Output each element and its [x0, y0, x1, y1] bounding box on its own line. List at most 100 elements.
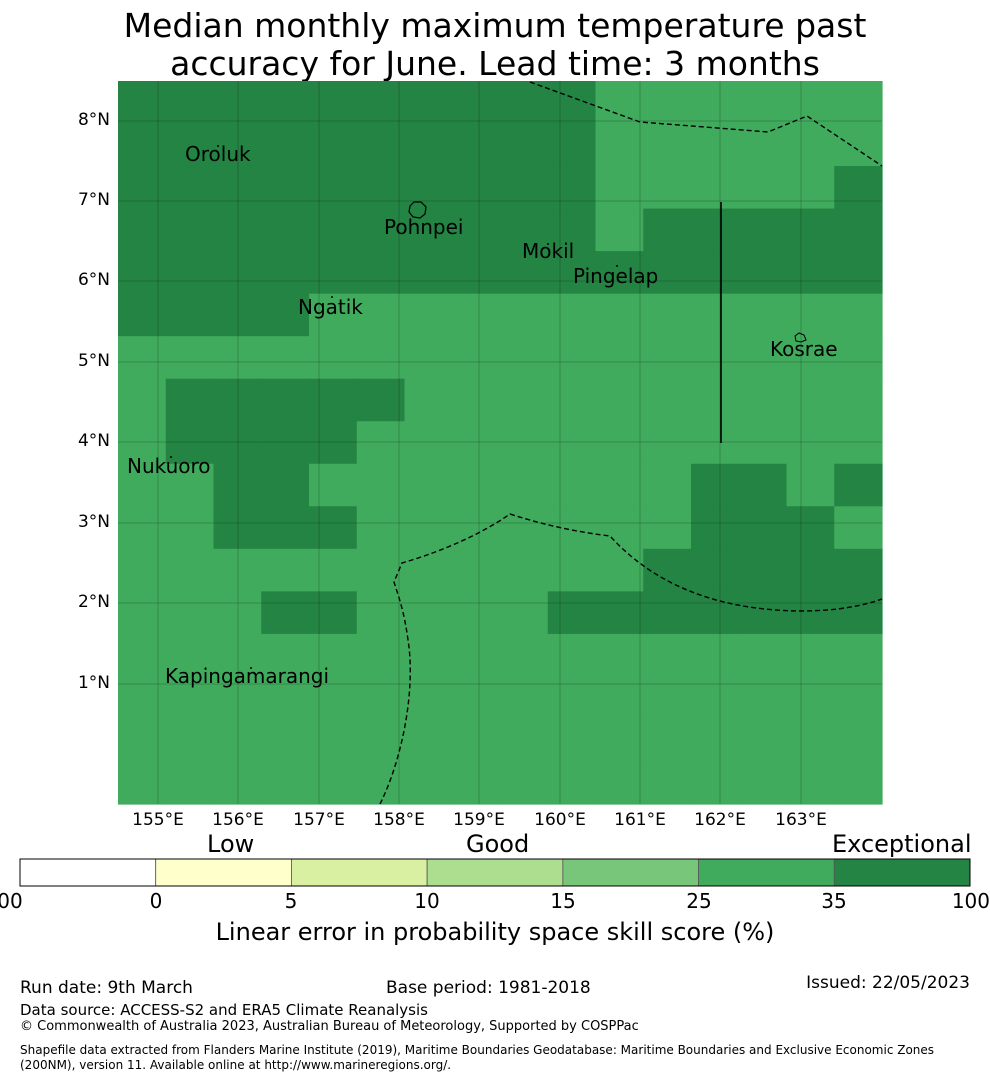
grid-cell: [165, 123, 215, 167]
grid-cell: [309, 378, 358, 422]
grid-cell: [547, 123, 597, 167]
legend-category-low: Low: [207, 830, 255, 858]
grid-cell: [547, 251, 597, 295]
grid-cell: [452, 378, 501, 422]
grid-cell: [547, 506, 597, 550]
lat-tick-5n: 5°N: [77, 351, 110, 371]
grid-cell: [547, 591, 597, 635]
grid-cell: [309, 761, 358, 805]
grid-cell: [118, 676, 167, 720]
grid-cell: [452, 463, 501, 507]
grid-cell: [834, 208, 883, 252]
grid-cell: [786, 166, 835, 210]
grid-cell: [261, 506, 310, 550]
grid-cell: [118, 718, 167, 763]
grid-cell: [261, 166, 310, 210]
grid-cell: [452, 633, 501, 678]
grid-cell: [309, 166, 358, 210]
grid-cell: [595, 378, 644, 422]
grid-cell: [452, 208, 501, 252]
grid-cell: [643, 761, 692, 805]
grid-cell: [356, 81, 406, 125]
grid-cell: [500, 676, 549, 720]
grid-cell: [261, 378, 310, 422]
grid-cell: [261, 293, 310, 337]
legend-category-good: Good: [466, 830, 530, 858]
grid-cell: [309, 463, 358, 507]
grid-cell: [404, 378, 453, 422]
grid-cell: [261, 336, 310, 380]
grid-cell: [213, 208, 262, 252]
lon-tick-157e: 157°E: [293, 810, 345, 830]
nukuoro-atoll: [170, 456, 172, 458]
grid-cell: [356, 591, 406, 635]
lat-tick-3n: 3°N: [77, 512, 110, 532]
grid-cell: [356, 718, 406, 763]
grid-cell: [643, 123, 692, 167]
grid-cell: [118, 378, 167, 422]
lat-tick-6n: 6°N: [77, 270, 110, 290]
grid-cell: [691, 166, 740, 210]
grid-cell: [738, 293, 788, 337]
place-label-mokil: Mokil: [522, 239, 575, 263]
grid-cell: [500, 81, 549, 125]
lat-tick-7n: 7°N: [77, 190, 110, 210]
grid-cell: [452, 761, 501, 805]
grid-cell: [691, 761, 740, 805]
grid-cell: [356, 548, 406, 592]
grid-cell: [547, 718, 597, 763]
grid-cell: [213, 463, 262, 507]
grid-cell: [738, 208, 788, 252]
grid-cell: [738, 761, 788, 805]
grid-cell: [500, 336, 549, 380]
grid-cell: [500, 718, 549, 763]
pingelap-atoll: [616, 265, 618, 267]
grid-cell: [118, 506, 167, 550]
grid-cell: [356, 166, 406, 210]
grid-cell: [356, 208, 406, 252]
grid-cell: [595, 591, 644, 635]
grid-cell: [643, 463, 692, 507]
grid-cell: [834, 718, 883, 763]
grid-cell: [595, 718, 644, 763]
grid-cell: [165, 166, 215, 210]
grid-cell: [786, 208, 835, 252]
map-title-line-1: Median monthly maximum temperature past: [123, 6, 867, 45]
grid-cell: [165, 378, 215, 422]
grid-cell: [500, 506, 549, 550]
grid-cell: [738, 506, 788, 550]
grid-cell: [500, 378, 549, 422]
grid-cell: [691, 463, 740, 507]
grid-cell: [261, 676, 310, 720]
grid-cell: [834, 293, 883, 337]
grid-cell: [691, 506, 740, 550]
grid-cell: [404, 463, 453, 507]
grid-cell: [500, 421, 549, 465]
lon-tick-162e: 162°E: [694, 810, 746, 830]
grid-cell: [356, 761, 406, 805]
grid-cell: [834, 463, 883, 507]
kapinga-atoll: [250, 667, 252, 669]
grid-cell: [261, 81, 310, 125]
grid-cell: [309, 676, 358, 720]
grid-cell: [213, 548, 262, 592]
grid-cell: [452, 251, 501, 295]
colorbar-tick-35: 35: [821, 889, 847, 913]
grid-cell: [547, 463, 597, 507]
grid-cell: [452, 548, 501, 592]
grid-cell: [595, 293, 644, 337]
grid-cell: [261, 208, 310, 252]
colorbar-segment: [833, 858, 971, 887]
grid-cell: [738, 123, 788, 167]
grid-cell: [547, 421, 597, 465]
grid-cell: [118, 293, 167, 337]
grid-cell: [643, 208, 692, 252]
grid-cell: [500, 548, 549, 592]
grid-cell: [834, 123, 883, 167]
grid-cell: [404, 166, 453, 210]
grid-cell: [309, 421, 358, 465]
grid-cell: [261, 463, 310, 507]
lon-tick-155e: 155°E: [132, 810, 184, 830]
grid-cell: [500, 166, 549, 210]
grid-cell: [643, 718, 692, 763]
